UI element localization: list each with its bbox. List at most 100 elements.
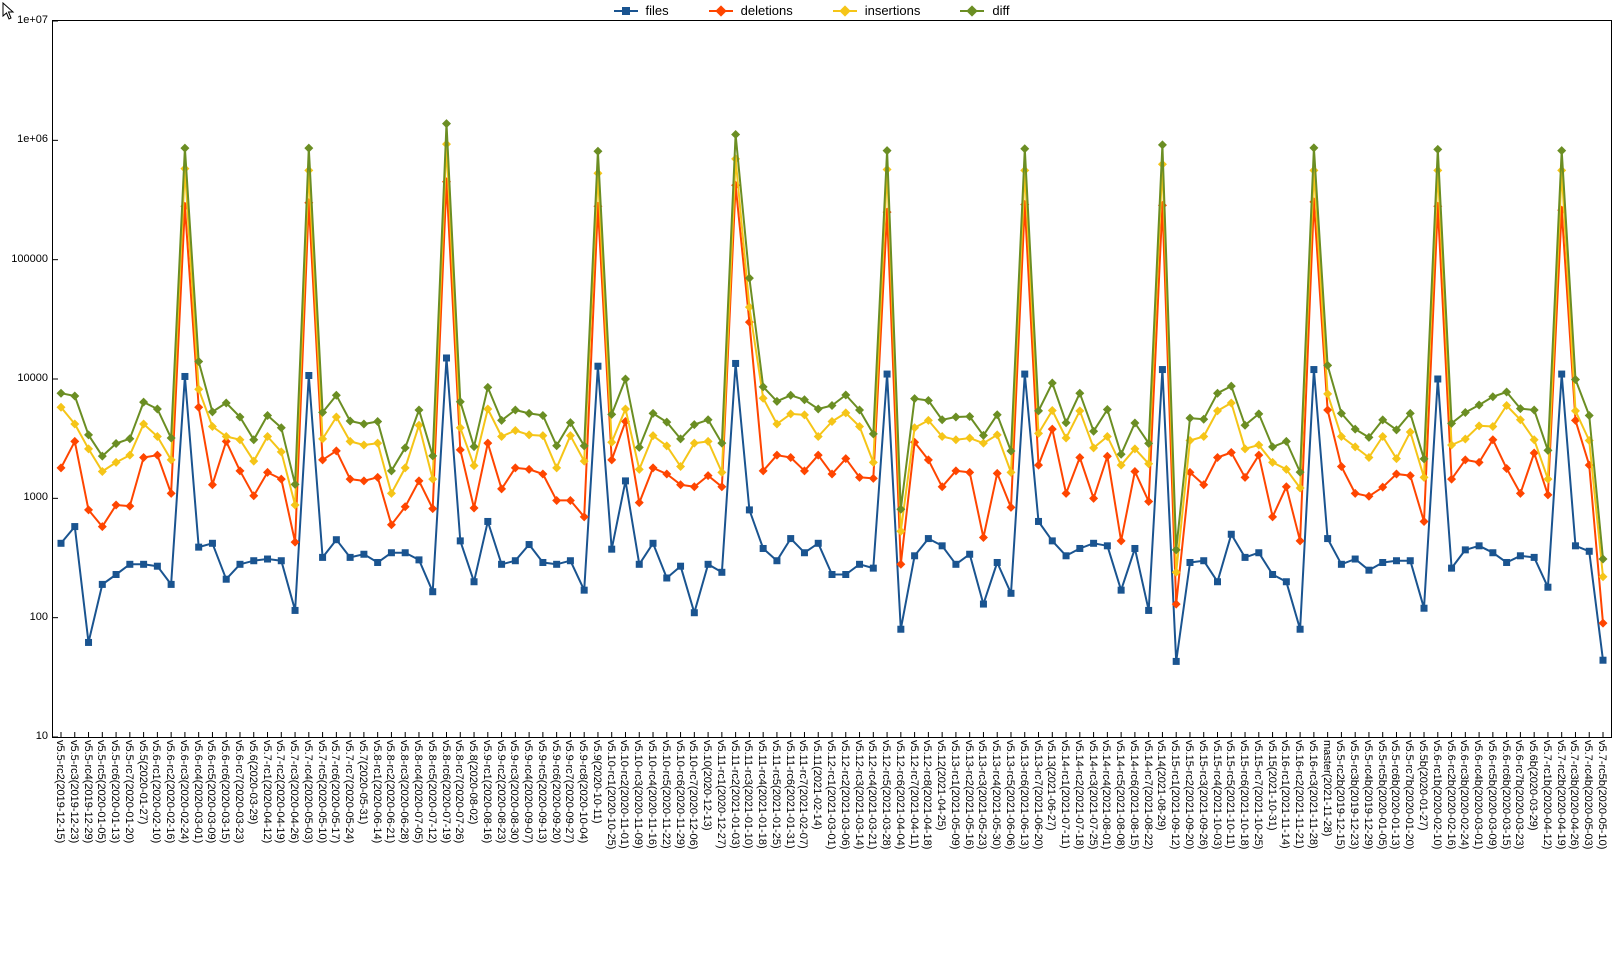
xtick-label: v5.15-rc6(2021-10-18) xyxy=(1238,740,1250,849)
xtick-label: v5.9-rc3(2020-08-30) xyxy=(508,740,520,843)
xtick-label: v5.12-rc4(2021-03-21) xyxy=(866,740,878,849)
xtick-label: v5.6-rc3b(2020-02-24) xyxy=(1458,740,1470,849)
xtick-label: v5.6-rc5(2020-03-09) xyxy=(205,740,217,843)
xtick-label: v5.6-rc2b(2020-02-16) xyxy=(1445,740,1457,849)
legend-swatch-files xyxy=(614,5,638,17)
xtick-label: v5.9-rc2(2020-08-23) xyxy=(495,740,507,843)
plot-svg xyxy=(53,21,1611,737)
legend-label-deletions: deletions xyxy=(741,3,793,18)
xtick-label: v5.5b(2020-01-27) xyxy=(1417,740,1429,831)
xtick-label: v5.13-rc6(2021-06-13) xyxy=(1018,740,1030,849)
xtick-label: v5.11-rc7(2021-02-07) xyxy=(797,740,809,849)
xtick-label: v5.7-rc3b(2020-04-26) xyxy=(1568,740,1580,849)
legend-swatch-diff xyxy=(960,5,984,17)
xtick-label: v5.15-rc7(2021-10-25) xyxy=(1252,740,1264,849)
legend-item-files: files xyxy=(614,3,669,18)
xtick-label: v5.6-rc4b(2020-03-01) xyxy=(1472,740,1484,849)
xtick-label: v5.14-rc4(2021-08-01) xyxy=(1100,740,1112,849)
xtick-label: master(2021-11-28) xyxy=(1321,740,1333,836)
xtick-label: v5.14-rc6(2021-08-15) xyxy=(1128,740,1140,849)
xtick-label: v5.12-rc1(2021-03-01) xyxy=(825,740,837,849)
xtick-label: v5.7-rc5(2020-05-10) xyxy=(316,740,328,843)
ytick-label: 100000 xyxy=(2,253,48,265)
xtick-label: v5.5-rc2(2019-12-15) xyxy=(54,740,66,843)
xtick-label: v5.6-rc4(2020-03-01) xyxy=(192,740,204,843)
xtick-label: v5.15-rc5(2021-10-11) xyxy=(1224,740,1236,849)
xtick-label: v5.15-rc1(2021-09-12) xyxy=(1169,740,1181,849)
xtick-label: v5.9(2020-10-11) xyxy=(591,740,603,824)
xtick-label: v5.16-rc2(2021-11-21) xyxy=(1293,740,1305,849)
xtick-label: v5.13-rc5(2021-06-06) xyxy=(1004,740,1016,849)
xtick-label: v5.15-rc2(2021-09-20) xyxy=(1183,740,1195,849)
legend: files deletions insertions diff xyxy=(0,3,1623,18)
xtick-label: v5.7-rc1(2020-04-12) xyxy=(261,740,273,843)
xtick-label: v5.7-rc6(2020-05-17) xyxy=(329,740,341,843)
xtick-label: v5.11-rc5(2021-01-25) xyxy=(770,740,782,849)
xtick-label: v5.8-rc3(2020-06-28) xyxy=(398,740,410,843)
xtick-label: v5.6-rc1(2020-02-10) xyxy=(150,740,162,843)
xtick-label: v5.5-rc7b(2020-01-20) xyxy=(1403,740,1415,849)
xtick-label: v5.7-rc2b(2020-04-19) xyxy=(1555,740,1567,849)
xtick-label: v5.16-rc1(2021-11-14) xyxy=(1279,740,1291,849)
xtick-label: v5.14-rc2(2021-07-18) xyxy=(1073,740,1085,849)
xtick-label: v5.7-rc3(2020-04-26) xyxy=(288,740,300,843)
xtick-label: v5.5-rc6(2020-01-13) xyxy=(109,740,121,843)
xtick-label: v5.9-rc6(2020-09-20) xyxy=(550,740,562,843)
xtick-label: v5.16-rc3(2021-11-28) xyxy=(1307,740,1319,849)
legend-label-insertions: insertions xyxy=(865,3,921,18)
xtick-label: v5.6-rc3(2020-02-24) xyxy=(178,740,190,843)
xtick-label: v5.7-rc4b(2020-05-03) xyxy=(1582,740,1594,849)
xtick-label: v5.12-rc7(2021-04-11) xyxy=(908,740,920,849)
xtick-label: v5.12-rc3(2021-03-14) xyxy=(853,740,865,849)
legend-swatch-insertions xyxy=(833,5,857,17)
xtick-label: v5.9-rc7(2020-09-27) xyxy=(563,740,575,843)
xtick-label: v5.10-rc2(2020-11-01) xyxy=(618,740,630,849)
ytick-label: 1000 xyxy=(2,491,48,503)
xtick-label: v5.11-rc6(2021-01-31) xyxy=(784,740,796,849)
xtick-label: v5.12-rc2(2021-03-06) xyxy=(839,740,851,849)
y-axis: 101001000100001000001e+061e+07 xyxy=(0,20,48,736)
ytick-label: 1e+06 xyxy=(2,133,48,145)
x-axis: v5.5-rc2(2019-12-15)v5.5-rc3(2019-12-23)… xyxy=(52,740,1610,970)
xtick-label: v5.8(2020-08-02) xyxy=(467,740,479,824)
xtick-label: v5.8-rc1(2020-06-14) xyxy=(371,740,383,843)
ytick-label: 10 xyxy=(2,730,48,742)
xtick-label: v5.10-rc4(2020-11-16) xyxy=(646,740,658,849)
xtick-label: v5.11-rc2(2021-01-03) xyxy=(729,740,741,849)
xtick-label: v5.8-rc6(2020-07-19) xyxy=(440,740,452,843)
xtick-label: v5.13-rc7(2021-06-20) xyxy=(1032,740,1044,849)
xtick-label: v5.9-rc1(2020-08-16) xyxy=(481,740,493,843)
legend-item-deletions: deletions xyxy=(709,3,793,18)
xtick-label: v5.12-rc8(2021-04-18) xyxy=(921,740,933,849)
xtick-label: v5.10-rc6(2020-11-29) xyxy=(674,740,686,849)
xtick-label: v5.7-rc1b(2020-04-12) xyxy=(1541,740,1553,849)
xtick-label: v5.13(2021-06-27) xyxy=(1045,740,1057,831)
xtick-label: v5.11-rc1(2020-12-27) xyxy=(715,740,727,849)
legend-swatch-deletions xyxy=(709,5,733,17)
xtick-label: v5.10-rc3(2020-11-09) xyxy=(632,740,644,849)
ytick-label: 10000 xyxy=(2,372,48,384)
xtick-label: v5.7(2020-05-31) xyxy=(357,740,369,824)
xtick-label: v5.5-rc5(2020-01-05) xyxy=(95,740,107,843)
xtick-label: v5.6-rc6b(2020-03-15) xyxy=(1500,740,1512,849)
xtick-label: v5.14-rc3(2021-07-25) xyxy=(1087,740,1099,849)
chart-root: files deletions insertions diff 10 100 100… xyxy=(0,0,1623,972)
xtick-label: v5.14-rc5(2021-08-08) xyxy=(1114,740,1126,849)
xtick-label: v5.5-rc5b(2020-01-05) xyxy=(1376,740,1388,849)
xtick-label: v5.15-rc4(2021-10-03) xyxy=(1211,740,1223,849)
xtick-label: v5.5-rc3b(2019-12-23) xyxy=(1348,740,1360,849)
xtick-label: v5.8-rc4(2020-07-05) xyxy=(412,740,424,843)
xtick-label: v5.13-rc3(2021-05-23) xyxy=(976,740,988,849)
ytick-label: 100 xyxy=(2,611,48,623)
xtick-label: v5.9-rc8(2020-10-04) xyxy=(577,740,589,843)
plot-area xyxy=(52,20,1612,738)
xtick-label: v5.11-rc3(2021-01-10) xyxy=(742,740,754,849)
xtick-label: v5.10-rc5(2020-11-22) xyxy=(660,740,672,849)
xtick-label: v5.15(2021-10-31) xyxy=(1266,740,1278,831)
xtick-label: v5.6b(2020-03-29) xyxy=(1527,740,1539,831)
xtick-label: v5.8-rc7(2020-07-26) xyxy=(453,740,465,843)
xtick-label: v5.7-rc4(2020-05-03) xyxy=(302,740,314,843)
legend-label-files: files xyxy=(646,3,669,18)
xtick-label: v5.5(2020-01-27) xyxy=(137,740,149,824)
xtick-label: v5.6-rc7b(2020-03-23) xyxy=(1513,740,1525,849)
